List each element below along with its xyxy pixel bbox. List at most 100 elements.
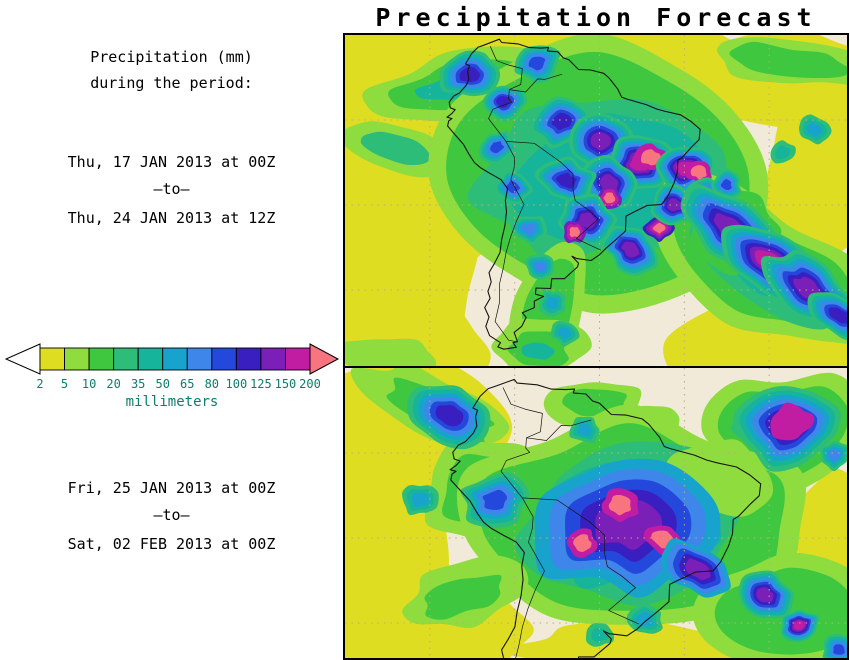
precip-contour <box>411 492 429 508</box>
legend-tick: 2 <box>36 377 43 391</box>
legend-color-box <box>64 347 90 371</box>
precip-cell-layer <box>439 45 847 347</box>
legend-tick: 150 <box>275 377 297 391</box>
legend-tick: 50 <box>156 377 170 391</box>
precip-field <box>345 338 437 366</box>
country-border <box>515 542 545 658</box>
legend-tick: 35 <box>131 377 145 391</box>
precip-contour <box>573 534 592 553</box>
precip-field <box>729 41 847 79</box>
precip-contour <box>577 423 592 437</box>
coastline-layer <box>446 38 701 350</box>
country-border <box>505 141 516 180</box>
period-2-separator: –to– <box>153 506 190 524</box>
coastline <box>446 38 701 350</box>
precip-field <box>360 131 431 166</box>
map-area <box>343 33 849 660</box>
precip-contour <box>435 405 464 427</box>
legend-color-box <box>235 347 262 371</box>
legend-color-box <box>211 347 237 371</box>
legend-under-arrow <box>4 343 41 375</box>
legend-color-box <box>162 347 188 371</box>
precip-contour <box>459 66 480 83</box>
legend-color-box <box>260 347 286 371</box>
period-2-end: Sat, 02 FEB 2013 at 00Z <box>67 535 276 553</box>
period-2-start: Fri, 25 JAN 2013 at 00Z <box>67 479 276 497</box>
precip-contour <box>690 165 707 180</box>
precip-contour <box>770 402 815 441</box>
legend-color-box <box>137 347 164 371</box>
precip-contour <box>496 95 511 108</box>
country-border <box>489 46 523 90</box>
precip-cell-layer <box>402 385 847 658</box>
precip-contour <box>652 222 666 234</box>
period-1: Thu, 17 JAN 2013 at 00Z –to– Thu, 24 JAN… <box>0 155 343 226</box>
heading-line-2: during the period: <box>90 74 253 92</box>
legend-color-box <box>88 347 115 371</box>
legend-color-box <box>39 347 65 371</box>
precip-contour <box>793 620 805 631</box>
precip-contour <box>555 172 577 189</box>
precip-contour <box>833 644 845 655</box>
period-1-end: Thu, 24 JAN 2013 at 12Z <box>67 209 276 227</box>
coastline <box>449 378 762 658</box>
coastline-layer <box>449 378 762 658</box>
country-border <box>522 497 534 543</box>
precip-contour <box>720 179 732 191</box>
country-border <box>488 73 602 251</box>
legend-tick: 5 <box>61 377 68 391</box>
sidebar: Precipitation (mm) during the period: Th… <box>0 0 343 660</box>
precip-contour <box>590 132 612 151</box>
legend-tick: 80 <box>205 377 219 391</box>
precip-contour <box>490 141 505 154</box>
precip-contour <box>666 198 683 212</box>
legend-color-box <box>186 347 213 371</box>
country-border <box>500 419 639 625</box>
precip-contour <box>807 122 823 137</box>
precip-contour <box>608 494 631 516</box>
precip-contour <box>558 327 572 340</box>
legend-colorbar: 2 5 10 20 35 50 65 80 100 125 150 200 <box>4 343 340 391</box>
legend-over-arrow <box>309 343 340 375</box>
grid-layer <box>345 368 847 658</box>
map-panel-week-1 <box>345 35 847 368</box>
precip-contour <box>534 261 547 273</box>
precip-contour <box>621 241 640 258</box>
precip-contour <box>482 489 508 511</box>
country-border <box>494 179 525 343</box>
period-2: Fri, 25 JAN 2013 at 00Z –to– Sat, 02 FEB… <box>0 481 343 552</box>
heading-line-1: Precipitation (mm) <box>90 48 253 66</box>
precipitation-map-week-1 <box>345 35 847 366</box>
precip-contour <box>828 449 841 462</box>
precip-field <box>521 342 555 360</box>
precip-contour <box>569 226 581 238</box>
precip-contour <box>756 587 774 603</box>
precipitation-map-week-2 <box>345 368 847 658</box>
legend-tick: 65 <box>180 377 194 391</box>
period-1-separator: –to– <box>153 180 190 198</box>
legend-tick: 125 <box>250 377 272 391</box>
precip-contour <box>685 558 711 580</box>
precip-contour <box>641 149 662 166</box>
legend-tick: 200 <box>299 377 321 391</box>
legend-heading: Precipitation (mm) during the period: <box>0 50 343 102</box>
precip-contour <box>828 307 847 324</box>
precip-field <box>424 574 502 620</box>
legend-unit-label: millimeters <box>125 394 219 410</box>
country-border <box>502 387 543 439</box>
legend-color-box <box>285 347 311 371</box>
legend-tick: 100 <box>226 377 248 391</box>
precip-contour <box>546 296 559 310</box>
legend-tick: 20 <box>106 377 120 391</box>
legend-color-box <box>113 347 139 371</box>
color-legend: 2 5 10 20 35 50 65 80 100 125 150 200 millimeters <box>1 342 343 410</box>
precip-contour <box>603 192 616 204</box>
precip-contour <box>521 223 537 236</box>
precip-contour <box>636 611 653 627</box>
period-1-start: Thu, 17 JAN 2013 at 00Z <box>67 153 276 171</box>
page-title: Precipitation Forecast <box>375 3 817 32</box>
legend-tick: 10 <box>82 377 96 391</box>
map-panel-week-2 <box>345 368 847 658</box>
precip-contour <box>551 112 572 131</box>
